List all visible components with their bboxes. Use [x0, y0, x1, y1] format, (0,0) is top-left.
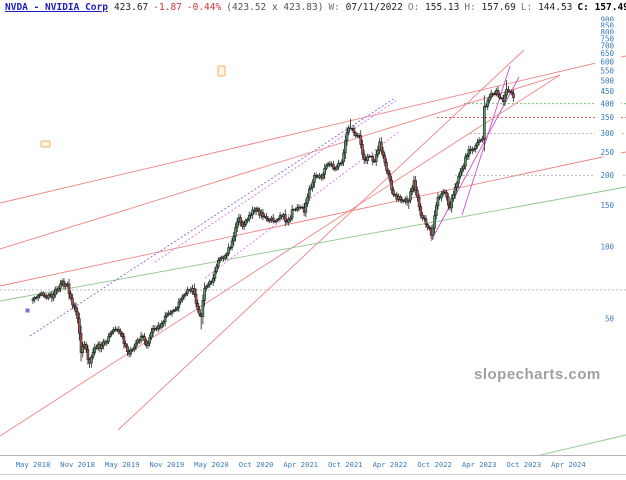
- bid-ask: (423.52 x 423.83): [226, 2, 324, 13]
- field-low: L: 144.53: [520, 2, 573, 13]
- svg-text:Apr 2024: Apr 2024: [551, 460, 586, 469]
- svg-text:900: 900: [600, 16, 614, 25]
- svg-text:250: 250: [600, 148, 614, 157]
- price-change-pct: -0.44%: [186, 2, 222, 13]
- svg-text:350: 350: [600, 113, 614, 122]
- svg-text:700: 700: [600, 42, 614, 51]
- field-high: H: 157.69: [464, 2, 516, 13]
- x-axis: May 2018 Nov 2018 May 2019 Nov 2019 May 2020…: [0, 455, 626, 475]
- svg-text:Apr 2023: Apr 2023: [462, 460, 497, 469]
- note-icon[interactable]: [40, 140, 51, 148]
- field-week: W: 07/11/2022: [328, 2, 403, 13]
- trendlines: [0, 49, 626, 455]
- svg-text:750: 750: [600, 34, 614, 43]
- svg-text:200: 200: [600, 171, 614, 180]
- svg-text:300: 300: [600, 129, 614, 138]
- field-open: O: 155.13: [407, 2, 460, 13]
- svg-text:50: 50: [605, 314, 615, 323]
- svg-text:600: 600: [600, 58, 614, 67]
- svg-text:Apr 2021: Apr 2021: [283, 460, 318, 469]
- chart-markers: [25, 65, 226, 313]
- last-price: 423.67: [113, 2, 149, 13]
- svg-text:800: 800: [600, 28, 614, 37]
- svg-text:Apr 2022: Apr 2022: [373, 460, 408, 469]
- price-change: -1.87: [153, 2, 182, 13]
- quote-header: NVDA - NVIDIA Corp 423.67 -1.87 -0.44% (423.…: [5, 2, 626, 13]
- svg-text:Nov 2019: Nov 2019: [150, 460, 185, 469]
- ticker-link[interactable]: NVDA - NVIDIA Corp: [5, 2, 108, 13]
- candles: [31, 80, 515, 369]
- svg-text:May 2019: May 2019: [105, 460, 140, 469]
- dot-marker[interactable]: [25, 308, 30, 313]
- svg-text:550: 550: [600, 66, 614, 75]
- svg-text:Oct 2021: Oct 2021: [328, 460, 363, 469]
- svg-text:500: 500: [600, 76, 614, 85]
- svg-text:450: 450: [600, 87, 614, 96]
- svg-text:400: 400: [600, 99, 614, 108]
- svg-text:Nov 2018: Nov 2018: [60, 460, 95, 469]
- svg-text:650: 650: [600, 49, 614, 58]
- note-icon[interactable]: [217, 65, 226, 77]
- svg-text:Oct 2020: Oct 2020: [239, 460, 274, 469]
- svg-text:150: 150: [600, 201, 614, 210]
- svg-text:850: 850: [600, 21, 614, 30]
- svg-text:100: 100: [600, 243, 614, 252]
- plot-area: [0, 49, 626, 455]
- field-close: C: 157.49: [577, 2, 626, 13]
- svg-text:Oct 2022: Oct 2022: [417, 460, 452, 469]
- svg-text:May 2018: May 2018: [16, 460, 51, 469]
- price-levels: [0, 103, 626, 291]
- svg-text:Oct 2023: Oct 2023: [506, 460, 541, 469]
- watermark: slopecharts.com: [474, 366, 601, 383]
- svg-text:May 2020: May 2020: [194, 460, 229, 469]
